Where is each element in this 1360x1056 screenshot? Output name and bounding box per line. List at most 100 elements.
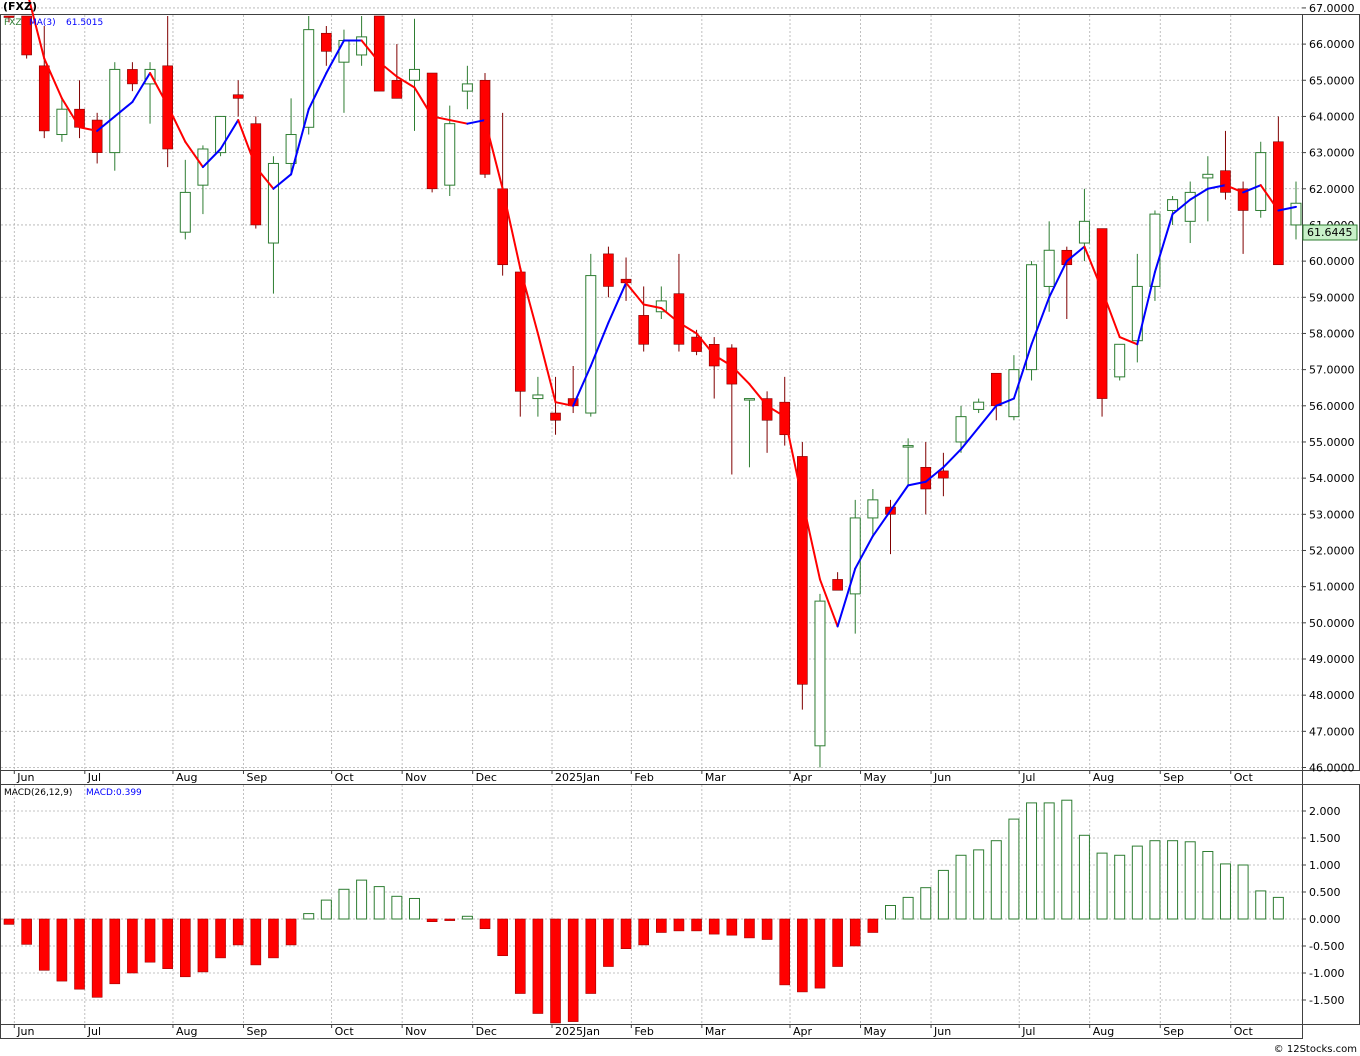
macd-bar [268, 918, 279, 959]
legend-ma-label: MA(3) [29, 18, 56, 28]
ma3-segment [889, 484, 910, 512]
macd-histogram [3, 799, 1284, 1024]
ma3-segment [149, 72, 169, 107]
month-label: Aug [176, 771, 197, 784]
price-tick-label: 47.0000 [1309, 725, 1355, 738]
candle-body [691, 336, 702, 352]
macd-bar [444, 918, 456, 921]
macd-bar [532, 918, 544, 1014]
candle-body [21, 15, 32, 56]
ma3-segment [1259, 184, 1280, 212]
macd-bar [1184, 841, 1196, 920]
macd-month-label: May [864, 1025, 887, 1038]
chart-symbol-title: (FXZ) [3, 0, 37, 13]
ma3-segment [448, 119, 469, 125]
candle-body [603, 253, 614, 287]
candle-body [1026, 264, 1038, 371]
price-tick-label: 52.0000 [1309, 544, 1355, 557]
price-tick-label: 59.0000 [1309, 291, 1355, 304]
macd-month-label: Jun [933, 1025, 951, 1038]
candle-body [849, 517, 861, 595]
macd-bar [990, 840, 1002, 920]
ma3-segment [395, 75, 416, 89]
macd-bar [21, 918, 32, 945]
ma3-segment [713, 354, 733, 368]
candle-body [532, 394, 544, 400]
price-tick-label: 48.0000 [1309, 689, 1355, 702]
candle-body [550, 412, 561, 421]
macd-bar [673, 918, 685, 932]
candle-body [91, 119, 103, 153]
macd-bar [127, 918, 138, 974]
candle-body [832, 579, 843, 591]
macd-bar [391, 895, 403, 920]
candle-body [3, 15, 15, 18]
candle-body [585, 275, 597, 414]
macd-bar [373, 886, 385, 920]
ma3-segment [977, 404, 998, 429]
macd-bar [902, 896, 914, 920]
month-label: Apr [793, 771, 813, 784]
macd-month-label: Sep [1163, 1025, 1184, 1038]
price-tick-label: 65.0000 [1309, 74, 1355, 87]
candle-body [1290, 202, 1302, 226]
macd-bar [285, 918, 297, 946]
macd-bar [1149, 840, 1161, 920]
macd-month-label: Feb [634, 1025, 653, 1038]
candle-body [250, 123, 262, 226]
macd-bar [3, 918, 15, 925]
macd-bar [1061, 799, 1073, 920]
macd-bar [955, 854, 967, 920]
macd-bar [973, 849, 985, 920]
macd-bar [656, 918, 667, 933]
price-tick-label: 46.0000 [1309, 762, 1355, 775]
candle-body [426, 72, 438, 190]
macd-bar [885, 905, 896, 920]
ma3-segment [854, 535, 874, 570]
macd-bar [620, 918, 632, 950]
ma3-segment [642, 303, 663, 310]
macd-bar [708, 918, 720, 935]
macd-bar [197, 918, 209, 973]
ma3-segment [1242, 184, 1262, 194]
ma3-segment [942, 448, 963, 469]
macd-bar [744, 918, 755, 939]
ma3-segment [572, 365, 592, 407]
candle-body [391, 79, 403, 99]
candle-body [514, 271, 526, 392]
candle-body [814, 600, 826, 747]
macd-bar [867, 918, 879, 933]
candle-body [56, 108, 68, 136]
ma3-segment [924, 466, 945, 483]
ma3-segment [607, 281, 628, 324]
macd-bar [215, 918, 226, 959]
candle-body [1273, 141, 1284, 266]
macd-bar [514, 918, 526, 994]
ma3-segment [307, 72, 328, 111]
month-label: 2025Jan [555, 771, 600, 784]
ma3-segment [201, 147, 222, 169]
macd-bar [937, 869, 949, 920]
macd-bar [74, 918, 85, 990]
candle-body [955, 416, 967, 443]
macd-bar [479, 918, 491, 930]
candle-body [1202, 173, 1214, 179]
candle-body [1078, 220, 1090, 244]
month-label: Jun [933, 771, 951, 784]
macd-bar [320, 899, 332, 920]
candle-body [461, 83, 473, 92]
macd-bar [232, 918, 244, 946]
candle-body [1167, 199, 1179, 211]
price-tick-label: 64.0000 [1309, 110, 1355, 123]
candle-body [444, 123, 456, 186]
candle-body [109, 68, 121, 154]
macd-month-label: Apr [793, 1025, 813, 1038]
ma3-segment [166, 104, 187, 143]
ma3-segment [536, 332, 557, 404]
candle-body [973, 401, 985, 410]
price-tick-label: 51.0000 [1309, 581, 1355, 594]
macd-bar [91, 918, 103, 998]
macd-bar [1272, 896, 1284, 920]
ma3-segment [960, 426, 980, 451]
candle-body [797, 456, 808, 685]
